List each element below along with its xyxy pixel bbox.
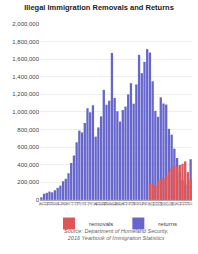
svg-text:'02: '02	[153, 202, 157, 206]
svg-text:'99: '99	[145, 202, 149, 206]
svg-text:800,000: 800,000	[17, 127, 39, 133]
svg-text:'79: '79	[91, 202, 95, 206]
svg-text:returns: returns	[158, 221, 177, 227]
svg-text:'74: '74	[77, 202, 81, 206]
svg-text:'69: '69	[64, 202, 68, 206]
svg-text:'82: '82	[99, 202, 103, 206]
svg-text:1,800,000: 1,800,000	[12, 39, 39, 45]
svg-text:'75: '75	[80, 202, 84, 206]
svg-text:'96: '96	[137, 202, 141, 206]
svg-text:removals: removals	[89, 221, 113, 227]
svg-text:'94: '94	[132, 202, 136, 206]
svg-text:600,000: 600,000	[17, 144, 39, 150]
svg-text:'87: '87	[113, 202, 117, 206]
svg-text:'63: '63	[47, 202, 51, 206]
svg-text:'95: '95	[134, 202, 138, 206]
svg-text:'83: '83	[102, 202, 106, 206]
svg-text:'76: '76	[83, 202, 87, 206]
svg-text:0: 0	[36, 197, 40, 203]
svg-text:'60: '60	[39, 202, 43, 206]
svg-text:'77: '77	[85, 202, 89, 206]
svg-text:'71: '71	[69, 202, 73, 206]
svg-text:'07: '07	[167, 202, 171, 206]
svg-text:'61: '61	[42, 202, 46, 206]
svg-text:'66: '66	[56, 202, 60, 206]
svg-text:'78: '78	[88, 202, 92, 206]
svg-text:'84: '84	[104, 202, 108, 206]
svg-text:'14: '14	[186, 202, 190, 206]
svg-text:'70: '70	[66, 202, 70, 206]
svg-text:'13: '13	[183, 202, 187, 206]
svg-text:'97: '97	[140, 202, 144, 206]
svg-text:'05: '05	[161, 202, 165, 206]
svg-text:1,000,000: 1,000,000	[12, 109, 39, 115]
svg-text:'64: '64	[50, 202, 54, 206]
svg-text:'92: '92	[126, 202, 130, 206]
svg-text:200,000: 200,000	[17, 179, 39, 185]
svg-text:'67: '67	[58, 202, 62, 206]
svg-text:'89: '89	[118, 202, 122, 206]
svg-text:'00: '00	[148, 202, 152, 206]
svg-text:'91: '91	[123, 202, 127, 206]
svg-text:'81: '81	[96, 202, 100, 206]
svg-text:'11: '11	[178, 202, 182, 206]
svg-text:'15: '15	[189, 202, 193, 206]
svg-text:'65: '65	[53, 202, 57, 206]
svg-text:Illegal Immigration Removals a: Illegal Immigration Removals and Returns	[24, 3, 174, 12]
svg-text:'01: '01	[151, 202, 155, 206]
svg-text:'10: '10	[175, 202, 179, 206]
svg-text:'06: '06	[164, 202, 168, 206]
svg-text:'88: '88	[115, 202, 119, 206]
svg-text:'03: '03	[156, 202, 160, 206]
svg-text:'12: '12	[180, 202, 184, 206]
svg-text:400,000: 400,000	[17, 162, 39, 168]
svg-text:'09: '09	[172, 202, 176, 206]
svg-text:1,200,000: 1,200,000	[12, 91, 39, 97]
svg-text:'86: '86	[110, 202, 114, 206]
svg-text:2,000,000: 2,000,000	[12, 21, 39, 27]
svg-text:'85: '85	[107, 202, 111, 206]
svg-text:Source: Department of Homeland: Source: Department of Homeland Security,…	[64, 228, 169, 241]
svg-text:'08: '08	[170, 202, 174, 206]
svg-text:'80: '80	[94, 202, 98, 206]
svg-text:'98: '98	[142, 202, 146, 206]
svg-text:'04: '04	[159, 202, 163, 206]
svg-text:'68: '68	[61, 202, 65, 206]
svg-text:1,600,000: 1,600,000	[12, 56, 39, 62]
svg-text:1,400,000: 1,400,000	[12, 74, 39, 80]
svg-text:'62: '62	[45, 202, 49, 206]
svg-text:'90: '90	[121, 202, 125, 206]
svg-text:'93: '93	[129, 202, 133, 206]
svg-text:'72: '72	[72, 202, 76, 206]
svg-text:'73: '73	[75, 202, 79, 206]
